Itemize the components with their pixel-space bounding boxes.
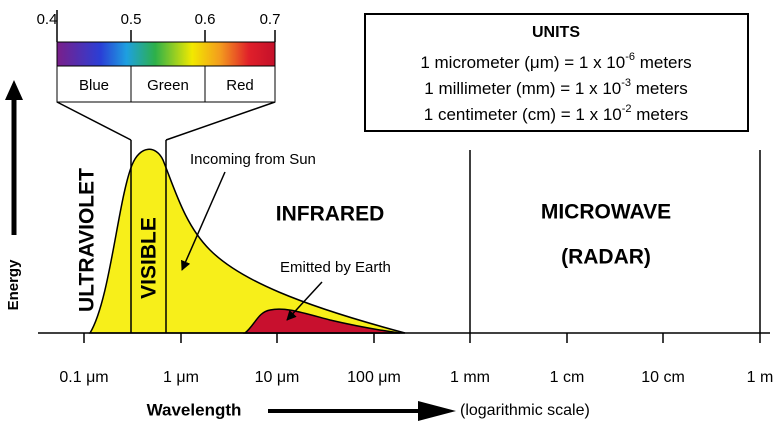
band-box [56, 65, 276, 103]
text: meters [632, 105, 689, 124]
x-axis-note: (logarithmic scale) [460, 402, 590, 419]
rainbow [56, 41, 276, 67]
spectrum-tick: 0.7 [260, 11, 281, 28]
text: meters [635, 53, 692, 72]
band-label: Blue [79, 77, 109, 94]
region-label: INFRARED [276, 203, 385, 226]
units-line: 1 micrometer (μm) = 1 x 10-6 meters [420, 51, 691, 73]
arrowhead [418, 401, 456, 421]
band-label: Red [226, 77, 254, 94]
units-title: UNITS [532, 24, 580, 41]
x-tick-label: 1 cm [550, 369, 585, 386]
exp: -2 [622, 103, 632, 115]
axis [38, 101, 770, 343]
text: meters [631, 79, 688, 98]
region-label: VISIBLE [138, 217, 161, 299]
x-tick-label: 0.1 μm [59, 369, 108, 386]
region-label: ULTRAVIOLET [76, 168, 99, 312]
annotation: Incoming from Sun [190, 151, 316, 168]
region-label: MICROWAVE [541, 201, 671, 224]
units-box [364, 13, 749, 132]
spectrum-tick: 0.4 [37, 11, 58, 28]
exp: -6 [625, 51, 635, 63]
text: 1 millimeter (mm) = 1 x 10 [424, 79, 621, 98]
x-tick-label: 1 μm [163, 369, 199, 386]
text: 1 centimeter (cm) = 1 x 10 [424, 105, 622, 124]
earth-curve [242, 308, 401, 334]
x-tick-label: 10 cm [641, 369, 685, 386]
x-tick-label: 10 μm [255, 369, 300, 386]
y-axis-label: Energy [5, 259, 22, 311]
sun-curve [88, 148, 406, 334]
x-axis-label: Wavelength [147, 400, 242, 419]
annotation: Emitted by Earth [280, 259, 391, 276]
x-tick-label: 1 m [747, 369, 774, 386]
exp: -3 [621, 77, 631, 89]
spectrum-tick: 0.5 [121, 11, 142, 28]
spectrum-tick: 0.6 [195, 11, 216, 28]
units-line: 1 centimeter (cm) = 1 x 10-2 meters [424, 103, 688, 125]
region-label: (RADAR) [561, 246, 651, 269]
band-label: Green [147, 77, 189, 94]
x-tick-label: 1 mm [450, 369, 490, 386]
x-tick-label: 100 μm [347, 369, 401, 386]
pointer [181, 171, 226, 271]
text: 1 micrometer (μm) = 1 x 10 [420, 53, 625, 72]
units-line: 1 millimeter (mm) = 1 x 10-3 meters [424, 77, 687, 99]
pointer [286, 281, 323, 321]
arrowhead [5, 80, 23, 100]
